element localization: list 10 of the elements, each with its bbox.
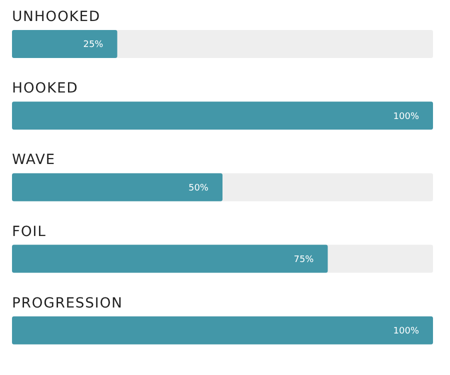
y-tick-label: PROGRESSION xyxy=(12,295,123,312)
y-tick-label: UNHOOKED xyxy=(12,9,100,25)
data-label: 75% xyxy=(294,254,314,265)
data-label: 100% xyxy=(393,112,420,122)
y-tick-label: HOOKED xyxy=(12,80,78,97)
data-label: 100% xyxy=(393,326,420,337)
data-label: 50% xyxy=(188,183,209,194)
y-tick-label: FOIL xyxy=(12,224,46,240)
data-label: 25% xyxy=(83,40,104,50)
y-tick-label: WAVE xyxy=(12,152,56,168)
